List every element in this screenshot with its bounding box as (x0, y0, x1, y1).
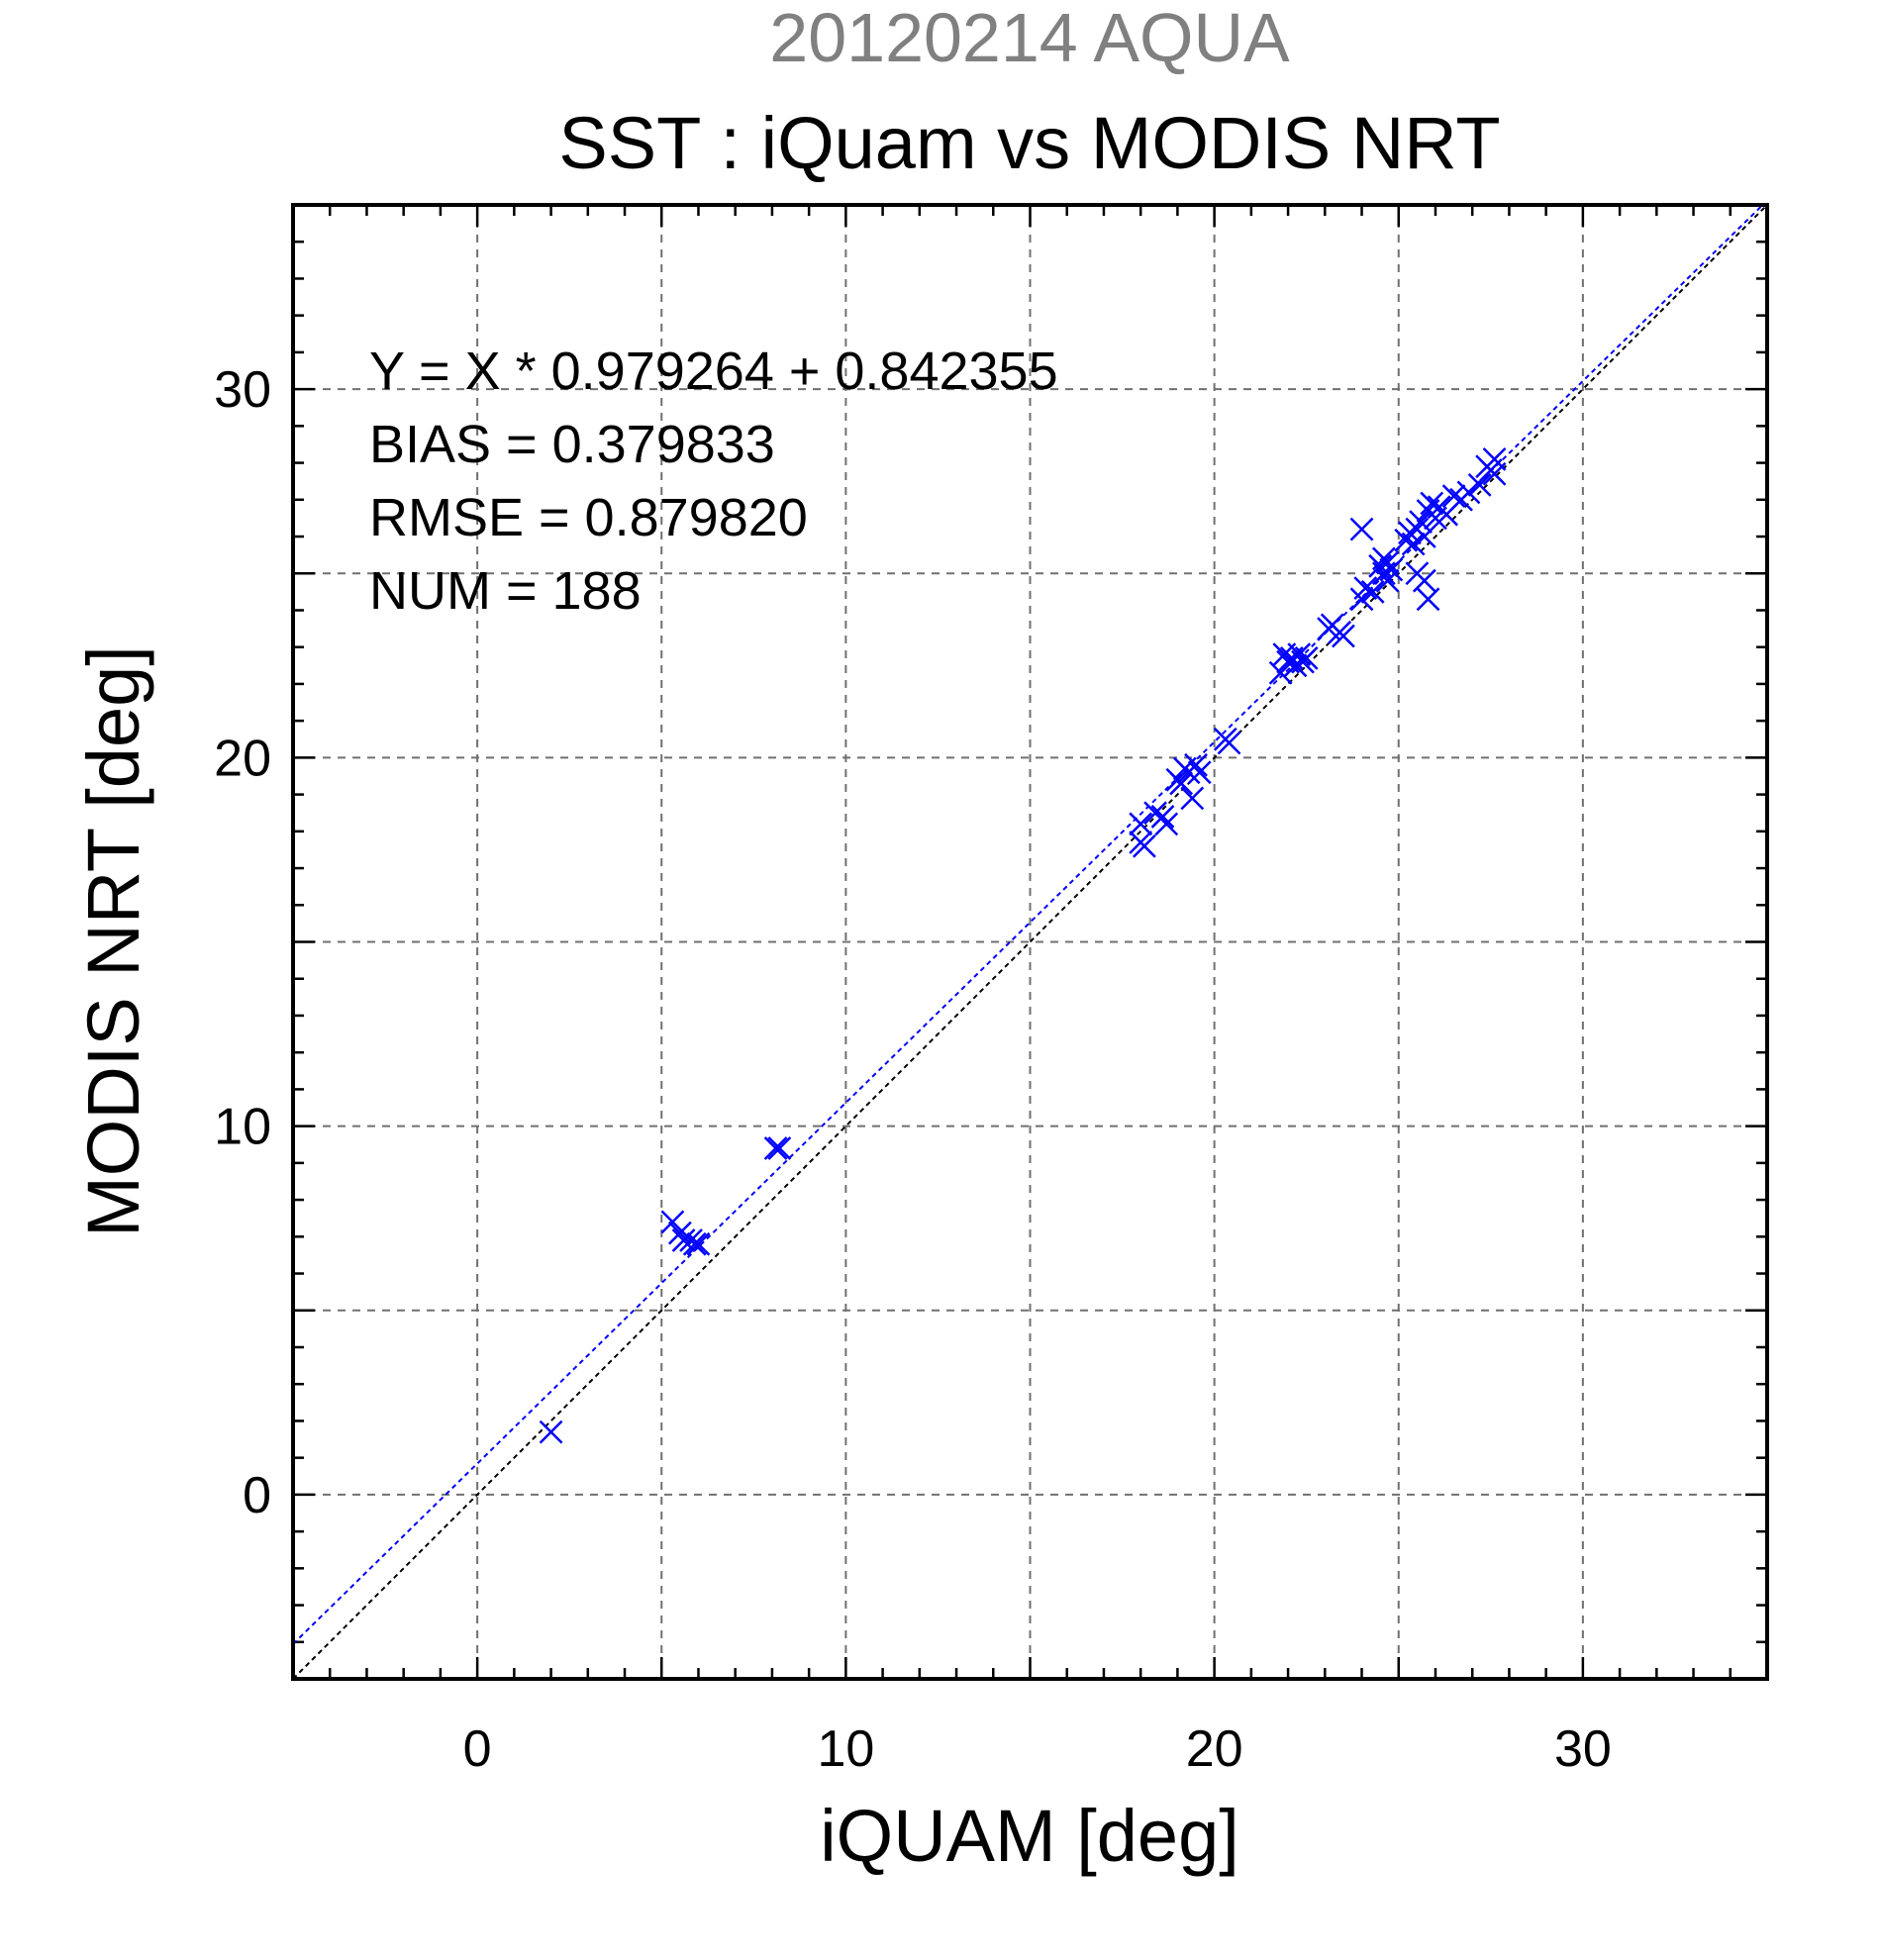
data-point-marker (1375, 550, 1400, 574)
x-tick-label: 10 (817, 1720, 874, 1778)
data-point-marker (1294, 645, 1319, 670)
data-point-marker (1456, 480, 1481, 505)
y-tick-label: 0 (243, 1467, 271, 1524)
data-point-marker (1360, 579, 1385, 604)
y-tick-label: 20 (214, 730, 271, 787)
data-point-marker (1441, 484, 1466, 508)
y-tick-label: 10 (214, 1099, 271, 1156)
data-points (539, 446, 1507, 1444)
stats-block: Y = X * 0.979264 + 0.842355 BIAS = 0.379… (369, 342, 1058, 621)
data-point-marker (1268, 660, 1293, 685)
data-point-marker (1287, 642, 1312, 667)
rmse-text: RMSE = 0.879820 (369, 488, 808, 547)
num-text: NUM = 188 (369, 561, 642, 621)
x-tick-label: 20 (1186, 1720, 1243, 1778)
y-tick-label: 30 (214, 361, 271, 419)
data-point-marker (682, 1231, 707, 1256)
data-point-marker (1401, 532, 1426, 556)
data-point-marker (1169, 771, 1194, 796)
data-point-marker (1180, 786, 1205, 811)
fit-equation-text: Y = X * 0.979264 + 0.842355 (369, 342, 1058, 401)
chart-date-title: 20120214 AQUA (769, 0, 1290, 76)
data-point-marker (667, 1221, 692, 1245)
regression-fit-line (292, 204, 1764, 1645)
chart-main-title: SST : iQuam vs MODIS NRT (558, 102, 1500, 184)
data-point-marker (1150, 805, 1175, 829)
y-axis-label: MODIS NRT [deg] (72, 645, 154, 1237)
data-point-marker (1187, 760, 1212, 785)
data-point-marker (539, 1420, 563, 1444)
data-point-marker (686, 1231, 711, 1256)
data-point-marker (1412, 525, 1436, 548)
reference-lines (292, 204, 1768, 1680)
data-point-marker (1353, 576, 1378, 601)
data-point-marker (1467, 473, 1492, 497)
x-tick-label: 0 (463, 1720, 492, 1778)
data-point-marker (1129, 812, 1153, 836)
data-point-marker (1217, 731, 1241, 755)
x-tick-labels: 0 10 20 30 (463, 1720, 1612, 1778)
data-point-marker (1332, 624, 1355, 648)
data-point-marker (1416, 587, 1440, 612)
x-tick-label: 30 (1554, 1720, 1612, 1778)
data-point-marker (1133, 833, 1156, 858)
data-point-marker (767, 1136, 792, 1160)
data-point-marker (763, 1136, 788, 1160)
data-point-marker (1184, 752, 1208, 777)
plot-frame (291, 203, 1769, 1681)
data-point-marker (660, 1210, 685, 1234)
data-point-marker (1412, 568, 1436, 593)
x-axis-label: iQUAM [deg] (820, 1795, 1239, 1877)
bias-text: BIAS = 0.379833 (369, 415, 775, 474)
y-tick-labels: 0 10 20 30 (214, 361, 271, 1524)
data-point-marker (1154, 812, 1179, 836)
data-point-marker (1409, 510, 1433, 535)
data-point-marker (1482, 446, 1507, 471)
data-point-marker (1420, 491, 1444, 516)
data-point-marker (1349, 517, 1374, 541)
data-point-marker (1379, 557, 1404, 582)
